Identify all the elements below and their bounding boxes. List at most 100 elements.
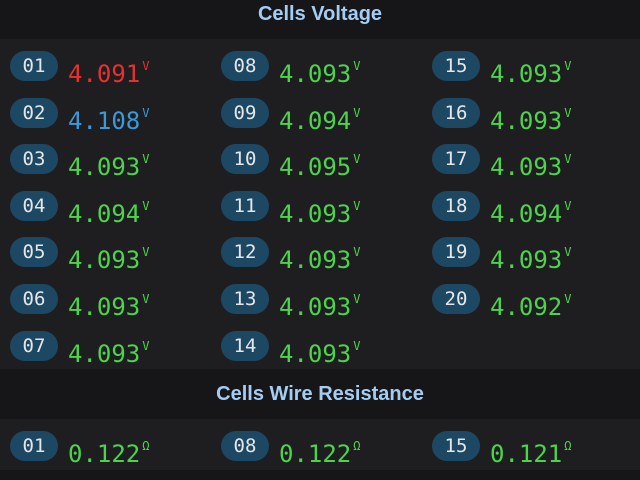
cell-value: 4.093 V <box>490 97 571 137</box>
value-text: 4.095 <box>279 153 352 182</box>
cell: 05 4.093 V <box>0 229 213 275</box>
cell: 19 4.093 V <box>422 229 635 275</box>
unit: V <box>142 338 150 353</box>
cell-value: 4.093 V <box>490 143 571 183</box>
cell-id: 12 <box>221 237 269 268</box>
value-text: 4.092 <box>490 293 563 321</box>
value-text: 0.122 <box>279 440 352 468</box>
cell-value: 4.093 V <box>279 50 360 90</box>
value-text: 4.093 <box>68 339 141 368</box>
cell-id: 07 <box>10 330 58 361</box>
cell-value: 4.093 V <box>68 236 149 276</box>
section-panel <box>0 419 640 470</box>
cell: 03 4.093 V <box>0 136 213 182</box>
value-text: 4.094 <box>279 106 352 135</box>
cell-value: 0.122 Ω <box>68 430 149 470</box>
cell-id: 15 <box>432 51 480 81</box>
value-text: 4.093 <box>279 246 352 275</box>
cell-value: 4.093 V <box>68 283 149 323</box>
cell-id: 01 <box>10 431 58 461</box>
cell-value: 4.095 V <box>279 143 360 183</box>
cell-id: 05 <box>10 237 58 268</box>
value-text: 4.094 <box>490 199 563 228</box>
cell: 10 4.095 V <box>211 136 424 182</box>
cell: 15 0.121 Ω <box>422 423 635 469</box>
value-text: 4.093 <box>279 339 352 368</box>
cell-id: 14 <box>221 330 269 361</box>
cell-id: 15 <box>432 431 480 461</box>
value-text: 4.093 <box>279 293 352 321</box>
unit: V <box>142 152 150 167</box>
value-text: 4.093 <box>279 199 352 228</box>
cell: 07 4.093 V <box>0 323 213 369</box>
cell: 06 4.093 V <box>0 276 213 322</box>
value-text: 4.108 <box>68 106 141 135</box>
cell-id: 09 <box>221 97 269 128</box>
cell: 08 0.122 Ω <box>211 423 424 469</box>
value-text: 4.093 <box>490 60 563 88</box>
cell-id: 10 <box>221 144 269 175</box>
unit: V <box>564 59 572 73</box>
section-title: Cells Voltage <box>257 3 383 25</box>
cell-value: 4.093 V <box>279 190 360 230</box>
cell: 18 4.094 V <box>422 183 635 229</box>
cell-id: 02 <box>10 97 58 128</box>
value-text: 4.093 <box>68 293 141 321</box>
cell-value: 4.092 V <box>490 283 571 323</box>
unit: Ω <box>353 439 361 453</box>
unit: V <box>142 245 150 260</box>
value-text: 4.093 <box>68 153 141 182</box>
cell-value: 4.093 V <box>68 330 149 370</box>
cell-id: 01 <box>10 51 58 81</box>
section-title: Cells Wire Resistance <box>216 383 424 405</box>
cell: 08 4.093 V <box>211 43 424 89</box>
value-text: 0.122 <box>68 440 141 468</box>
cell-value: 4.094 V <box>490 190 571 230</box>
cell-value: 4.094 V <box>68 190 149 230</box>
cell-value: 4.093 V <box>68 143 149 183</box>
unit: V <box>353 105 361 120</box>
cell-value: 4.108 V <box>68 97 149 137</box>
cell: 16 4.093 V <box>422 90 635 136</box>
cell: 11 4.093 V <box>211 183 424 229</box>
value-text: 4.093 <box>279 60 352 88</box>
cell-value: 0.122 Ω <box>279 430 360 470</box>
cell-id: 03 <box>10 144 58 175</box>
cell-id: 04 <box>10 190 58 221</box>
unit: V <box>142 59 150 73</box>
unit: V <box>564 152 572 167</box>
cell-id: 13 <box>221 284 269 314</box>
cell-value: 4.093 V <box>279 283 360 323</box>
cell-id: 19 <box>432 237 480 268</box>
cell-value: 0.121 Ω <box>490 430 571 470</box>
cell-id: 16 <box>432 97 480 128</box>
cell-value: 4.093 V <box>490 236 571 276</box>
unit: V <box>564 105 572 120</box>
cell: 01 4.091 V <box>0 43 213 89</box>
cell: 14 4.093 V <box>211 323 424 369</box>
cell: 17 4.093 V <box>422 136 635 182</box>
unit: Ω <box>564 439 572 453</box>
cell: 20 4.092 V <box>422 276 635 322</box>
cell-value: 4.094 V <box>279 97 360 137</box>
cell: 09 4.094 V <box>211 90 424 136</box>
cell-id: 11 <box>221 190 269 221</box>
unit: V <box>564 198 572 213</box>
value-text: 4.093 <box>490 106 563 135</box>
cell-value: 4.091 V <box>68 50 149 90</box>
cell: 12 4.093 V <box>211 229 424 275</box>
cell-id: 17 <box>432 144 480 175</box>
unit: V <box>353 152 361 167</box>
cell-id: 06 <box>10 284 58 314</box>
value-text: 4.091 <box>68 60 141 88</box>
section-panel <box>0 39 640 370</box>
cell-id: 08 <box>221 431 269 461</box>
unit: V <box>564 245 572 260</box>
cell: 04 4.094 V <box>0 183 213 229</box>
cell-id: 20 <box>432 284 480 314</box>
value-text: 4.093 <box>68 246 141 275</box>
unit: V <box>353 245 361 260</box>
cell: 13 4.093 V <box>211 276 424 322</box>
unit: Ω <box>142 439 150 453</box>
